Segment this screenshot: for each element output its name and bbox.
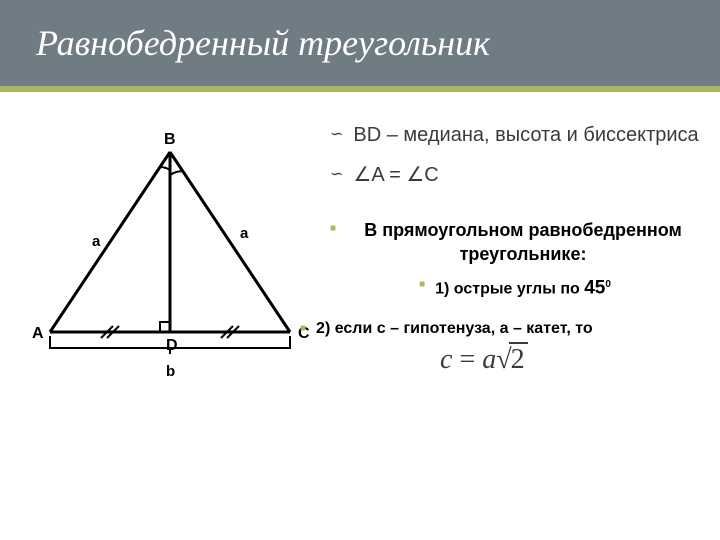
square-bullet-icon: ■ [300, 318, 306, 340]
sub-row-2: ■ 2) если с – гипотенуза, а – катет, то [300, 318, 700, 340]
svg-text:b: b [166, 363, 175, 380]
sub-row-2-text: 2) если с – гипотенуза, а – катет, то [316, 318, 593, 340]
sub-heading: В прямоугольном равнобедренном треугольн… [346, 218, 700, 266]
bullet-1: ∽ BD – медиана, высота и биссектриса [330, 122, 700, 148]
sub-row-1-text: 1) острые углы по 450 [435, 274, 611, 300]
svg-text:D: D [166, 337, 178, 354]
bullet-2-math: ∠A = ∠C [353, 162, 438, 188]
sub-row-1: ■ 1) острые углы по 450 [330, 274, 700, 300]
svg-text:A: A [32, 325, 44, 342]
svg-text:a: a [92, 233, 101, 250]
slide-title: Равнобедренный треугольник [36, 22, 490, 64]
square-bullet-icon: ■ [419, 274, 425, 296]
sub-block: ■ В прямоугольном равнобедренном треугол… [330, 218, 700, 300]
right-column: ∽ BD – медиана, высота и биссектриса ∽ ∠… [330, 122, 700, 376]
square-bullet-icon: ■ [330, 218, 336, 240]
wavy-bullet-icon: ∽ [330, 162, 343, 188]
formula-eq: = [452, 344, 482, 375]
svg-text:B: B [164, 132, 176, 148]
wavy-bullet-icon: ∽ [330, 122, 343, 148]
formula-lhs: c [440, 344, 452, 375]
slide-content: ABCDaab ∽ BD – медиана, высота и биссект… [0, 92, 720, 540]
slide-header: Равнобедренный треугольник [0, 0, 720, 86]
svg-text:a: a [240, 225, 249, 242]
formula: c = a√2 [440, 344, 700, 376]
bullet-1-text: BD – медиана, высота и биссектриса [353, 122, 698, 148]
triangle-figure: ABCDaab [30, 132, 320, 402]
sqrt-icon: √2 [496, 344, 527, 376]
formula-rhs-var: a [482, 344, 496, 375]
bullet-2: ∽ ∠A = ∠C [330, 162, 700, 188]
